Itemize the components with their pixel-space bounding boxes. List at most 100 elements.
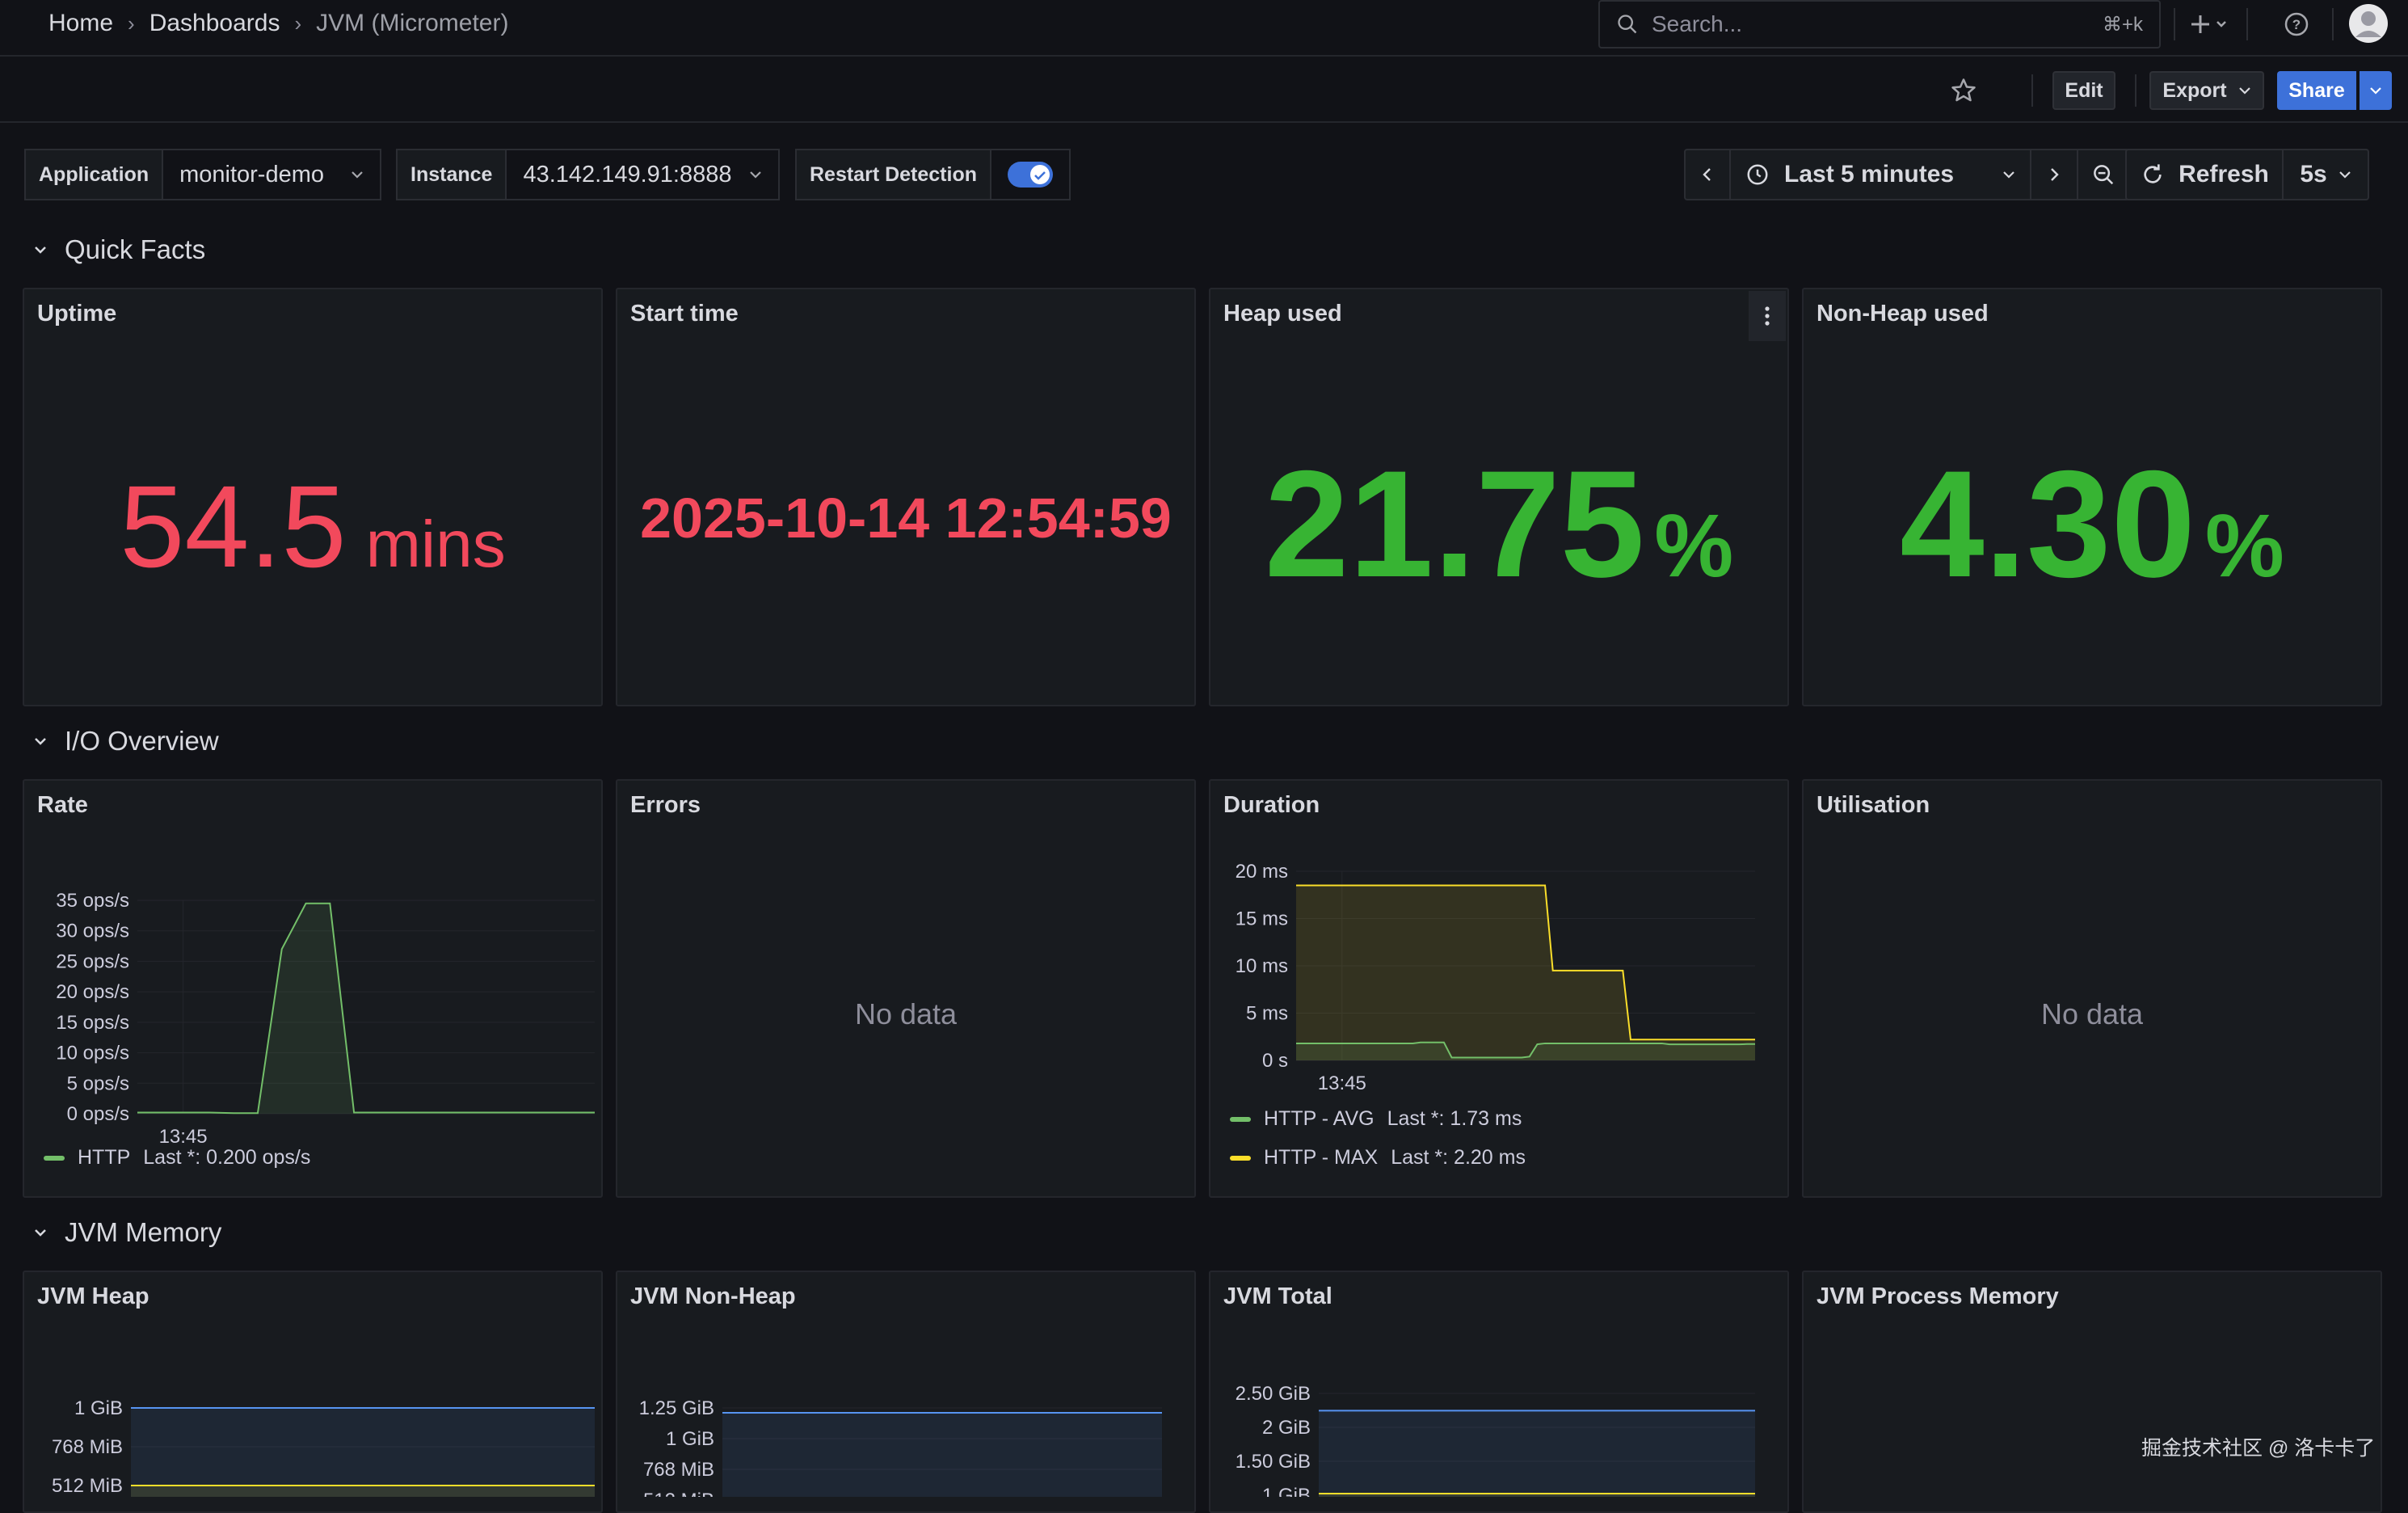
- legend-item-http[interactable]: HTTP Last *: 0.200 ops/s: [44, 1146, 310, 1170]
- refresh-button[interactable]: Refresh: [2125, 149, 2284, 200]
- avatar[interactable]: [2348, 3, 2389, 44]
- duration-chart[interactable]: 20 ms 15 ms 10 ms 5 ms 0 s 13:45: [1210, 829, 1787, 1136]
- search-input[interactable]: Search... ⌘+k: [1598, 0, 2161, 48]
- top-navbar: Home › Dashboards › JVM (Micrometer) Sea…: [0, 0, 2408, 57]
- divider: [2246, 8, 2248, 40]
- series-area: [137, 903, 595, 1114]
- stat-number: 54.5: [120, 461, 347, 592]
- refresh-interval-select[interactable]: 5s: [2284, 149, 2369, 200]
- no-data-message: No data: [854, 997, 958, 1030]
- panel-jvm-total[interactable]: JVM Total 2.50 GiB 2 GiB 1.50 GiB 1 GiB: [1209, 1271, 1789, 1513]
- instance-select[interactable]: 43.142.149.91:8888: [505, 149, 781, 200]
- chevron-down-icon: [35, 247, 46, 254]
- restart-detection-toggle[interactable]: [990, 149, 1071, 200]
- panel-title: Uptime: [37, 301, 117, 327]
- panel-duration[interactable]: Duration 20 ms 15 ms 10 ms 5 ms 0 s 13:45 HTT…: [1209, 779, 1789, 1198]
- chevron-down-icon: [750, 171, 762, 179]
- panel-utilisation[interactable]: Utilisation No data: [1802, 779, 2382, 1198]
- series-area: [1296, 885, 1755, 1060]
- y-tick-label: 2.50 GiB: [1236, 1383, 1311, 1405]
- y-tick-label: 0 s: [1262, 1050, 1288, 1072]
- star-button[interactable]: [1946, 74, 1981, 107]
- stat-unit: %: [2205, 496, 2284, 596]
- time-forward-button[interactable]: [2031, 149, 2078, 200]
- panel-title: JVM Heap: [37, 1283, 149, 1309]
- time-back-button[interactable]: [1684, 149, 1731, 200]
- share-dropdown-button[interactable]: [2360, 71, 2392, 110]
- breadcrumb-dashboards[interactable]: Dashboards: [149, 10, 280, 36]
- row-title: JVM Memory: [65, 1217, 222, 1247]
- export-button[interactable]: Export: [2149, 71, 2264, 110]
- chevron-right-icon: [2051, 168, 2059, 181]
- y-tick-label: 15 ops/s: [56, 1012, 129, 1034]
- zoom-out-button[interactable]: [2078, 149, 2130, 200]
- stat-number: 4.30: [1900, 439, 2196, 609]
- series-line: [1296, 884, 1755, 1041]
- legend-swatch: [1230, 1116, 1251, 1122]
- edit-button[interactable]: Edit: [2052, 71, 2115, 110]
- stat-unit: %: [1654, 496, 1734, 596]
- legend-name: HTTP - MAX: [1264, 1146, 1379, 1169]
- stat-value: 21.75 %: [1210, 448, 1787, 600]
- row-jvm-memory[interactable]: JVM Memory: [32, 1217, 221, 1248]
- user-avatar-icon: [2349, 4, 2388, 43]
- jvm-total-chart[interactable]: 2.50 GiB 2 GiB 1.50 GiB 1 GiB: [1210, 1319, 1787, 1497]
- help-icon: ?: [2284, 12, 2309, 36]
- row-quick-facts[interactable]: Quick Facts: [32, 234, 205, 265]
- add-menu-button[interactable]: [2185, 8, 2233, 40]
- panel-title: Start time: [630, 301, 739, 327]
- panel-menu-button[interactable]: [1749, 291, 1786, 341]
- zoom-out-icon: [2094, 165, 2114, 185]
- y-tick-label: 15 ms: [1236, 908, 1288, 930]
- export-label: Export: [2162, 78, 2227, 102]
- series-area: [722, 1412, 1162, 1497]
- divider: [2031, 74, 2033, 107]
- chevron-right-icon: ›: [294, 11, 302, 36]
- legend-item-http-max[interactable]: HTTP - MAX Last *: 2.20 ms: [1230, 1146, 1526, 1170]
- legend-last: Last *: 1.73 ms: [1387, 1107, 1522, 1130]
- stat-number: 21.75: [1264, 439, 1645, 609]
- panel-uptime[interactable]: Uptime 54.5 mins: [23, 288, 603, 706]
- panel-start-time[interactable]: Start time 2025-10-14 12:54:59: [616, 288, 1196, 706]
- variable-label: Instance: [396, 149, 506, 200]
- stat-value: 54.5 mins: [24, 469, 601, 585]
- panel-title: JVM Process Memory: [1817, 1283, 2059, 1309]
- help-button[interactable]: ?: [2280, 8, 2313, 40]
- series-area: [1319, 1410, 1755, 1497]
- panel-nonheap-used[interactable]: Non-Heap used 4.30 %: [1802, 288, 2382, 706]
- panel-rate[interactable]: Rate 35 ops/s 30 ops/s 25 ops/s 20 ops/s 15 …: [23, 779, 603, 1198]
- y-tick-label: 2 GiB: [1262, 1417, 1311, 1439]
- plus-icon: [2191, 15, 2226, 33]
- toggle-switch[interactable]: [1008, 162, 1053, 188]
- more-vertical-icon: [1765, 306, 1770, 326]
- legend-item-http-avg[interactable]: HTTP - AVG Last *: 1.73 ms: [1230, 1107, 1522, 1131]
- stat-value: 4.30 %: [1804, 448, 2381, 600]
- panel-title: Rate: [37, 792, 88, 818]
- panel-errors[interactable]: Errors No data: [616, 779, 1196, 1198]
- refresh-picker: Refresh 5s: [2125, 149, 2369, 200]
- breadcrumb: Home › Dashboards › JVM (Micrometer): [48, 10, 508, 37]
- series-area: [1296, 1042, 1755, 1060]
- row-io-overview[interactable]: I/O Overview: [32, 726, 219, 756]
- share-button[interactable]: Share: [2277, 71, 2356, 110]
- watermark: 掘金技术社区 @ 洛卡卡了: [2141, 1437, 2376, 1460]
- search-shortcut: ⌘+k: [2102, 13, 2143, 36]
- breadcrumb-home[interactable]: Home: [48, 10, 114, 36]
- svg-text:?: ?: [2292, 17, 2301, 32]
- panel-jvm-process-memory[interactable]: JVM Process Memory: [1802, 1271, 2382, 1513]
- divider: [2332, 8, 2334, 40]
- panel-heap-used[interactable]: Heap used 21.75 %: [1209, 288, 1789, 706]
- application-select[interactable]: monitor-demo: [162, 149, 382, 200]
- time-range-button[interactable]: Last 5 minutes: [1731, 149, 2031, 200]
- legend-last: Last *: 0.200 ops/s: [143, 1146, 311, 1169]
- rate-chart[interactable]: 35 ops/s 30 ops/s 25 ops/s 20 ops/s 15 ops/s…: [24, 829, 601, 1169]
- variable-instance: Instance 43.142.149.91:8888: [396, 149, 781, 200]
- x-tick-label: 13:45: [159, 1126, 208, 1148]
- breadcrumb-current: JVM (Micrometer): [316, 10, 509, 36]
- instance-value: 43.142.149.91:8888: [523, 161, 732, 188]
- y-tick-label: 20 ms: [1236, 861, 1288, 883]
